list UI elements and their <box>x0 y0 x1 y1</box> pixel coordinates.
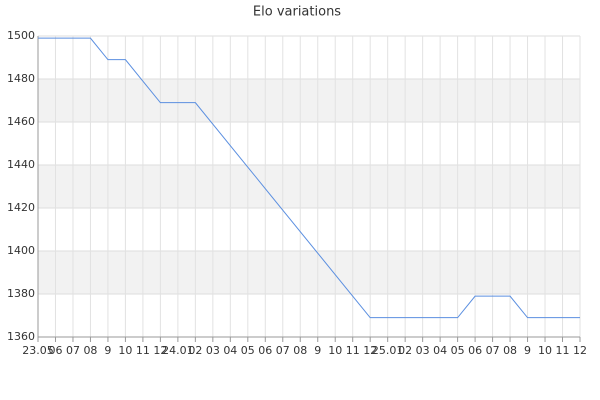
x-tick-label: 9 <box>104 344 111 357</box>
x-tick-label: 12 <box>363 344 377 357</box>
x-tick-label: 08 <box>83 344 97 357</box>
x-tick-label: 10 <box>538 344 552 357</box>
x-tick-label: 11 <box>556 344 570 357</box>
y-tick-label: 1380 <box>7 287 35 300</box>
x-tick-label: 06 <box>48 344 62 357</box>
x-tick-label: 11 <box>136 344 150 357</box>
x-tick-label: 07 <box>276 344 290 357</box>
x-tick-label: 12 <box>573 344 587 357</box>
x-tick-label: 02 <box>188 344 202 357</box>
y-tick-label: 1480 <box>7 72 35 85</box>
x-tick-label: 03 <box>206 344 220 357</box>
y-tick-label: 1360 <box>7 330 35 343</box>
x-tick-label: 06 <box>468 344 482 357</box>
x-tick-label: 04 <box>223 344 237 357</box>
x-tick-label: 11 <box>346 344 360 357</box>
x-tick-label: 03 <box>416 344 430 357</box>
x-tick-label: 9 <box>524 344 531 357</box>
x-tick-label: 24.01 <box>162 344 194 357</box>
y-tick-label: 1420 <box>7 201 35 214</box>
y-tick-label: 1440 <box>7 158 35 171</box>
chart-title: Elo variations <box>253 5 341 20</box>
grid-band <box>38 165 580 208</box>
grid-band <box>38 79 580 122</box>
x-tick-label: 9 <box>314 344 321 357</box>
x-tick-label: 10 <box>118 344 132 357</box>
x-tick-label: 05 <box>451 344 465 357</box>
x-tick-label: 06 <box>258 344 272 357</box>
data-line <box>38 37 580 319</box>
x-tick-label: 07 <box>66 344 80 357</box>
x-tick-label: 07 <box>486 344 500 357</box>
x-tick-label: 23.05 <box>22 344 54 357</box>
x-tick-label: 08 <box>293 344 307 357</box>
y-tick-label: 1400 <box>7 244 35 257</box>
x-tick-label: 08 <box>503 344 517 357</box>
x-tick-label: 10 <box>328 344 342 357</box>
grid-band <box>38 251 580 294</box>
y-tick-label: 1460 <box>7 115 35 128</box>
y-tick-label: 1500 <box>7 29 35 42</box>
x-tick-label: 04 <box>433 344 447 357</box>
x-tick-label: 02 <box>398 344 412 357</box>
x-tick-label: 05 <box>241 344 255 357</box>
x-tick-label: 25.01 <box>372 344 404 357</box>
x-tick-label: 12 <box>153 344 167 357</box>
